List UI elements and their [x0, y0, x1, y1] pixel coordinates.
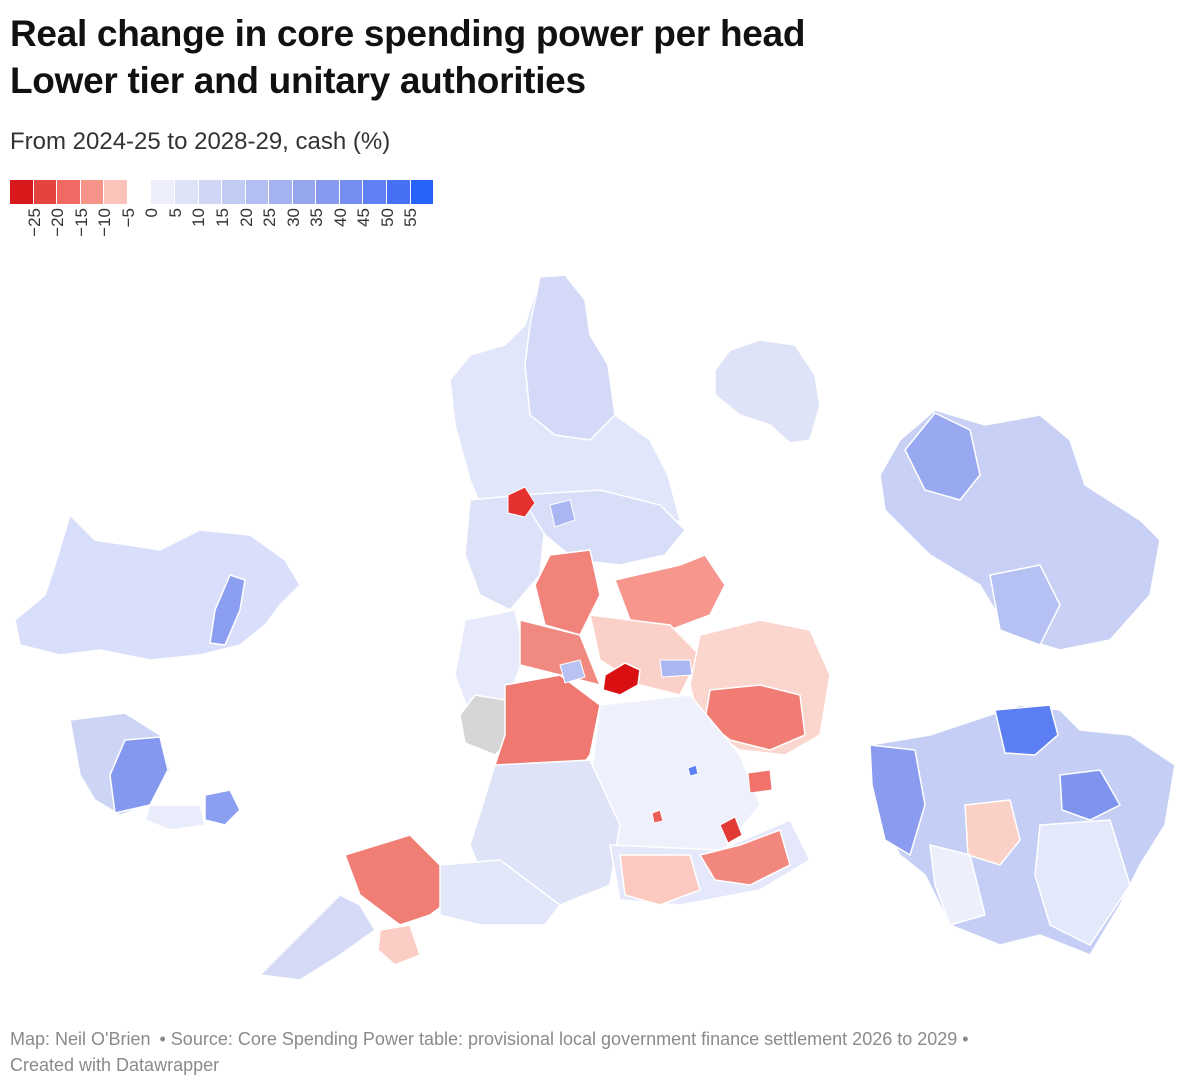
inset-london-west-blue [869, 744, 926, 857]
inset-west-yorkshire [14, 513, 301, 661]
created-with: Created with Datawrapper [10, 1055, 220, 1075]
inset-greater-manchester [879, 409, 1161, 651]
legend-tick-label: 15 [213, 208, 232, 227]
region-wm-red [519, 619, 602, 687]
chart-title: Real change in core spending power per h… [10, 10, 805, 104]
legend-tick-label: 50 [377, 208, 397, 227]
inset-london [869, 704, 1176, 956]
inset-wy-blue [209, 574, 246, 646]
inset-london-east-blue [1059, 769, 1122, 821]
color-legend: −25 −20 −15 −10 −5 0 5 10 15 20 25 30 35 40 45 50 55 [10, 180, 435, 260]
legend-swatch [410, 180, 435, 204]
region-leicester-darkred [602, 662, 641, 696]
legend-swatch [292, 180, 317, 204]
legend-tick-label: 35 [307, 208, 327, 227]
legend-swatch [316, 180, 340, 204]
inset-london-north-blue [994, 704, 1059, 756]
legend-swatch [57, 180, 81, 204]
england-map [258, 274, 831, 981]
district-darkred-north [507, 486, 536, 518]
inset-sy-south [144, 804, 206, 831]
legend-tick-label: 30 [283, 208, 303, 227]
district-red-south [719, 816, 743, 844]
legend-tick-label: −10 [95, 208, 115, 237]
legend-ticks: −25 −20 −15 −10 −5 0 5 10 15 20 25 30 35 40 45 50 55 [10, 204, 434, 264]
legend-swatch [245, 180, 270, 204]
legend-swatch [151, 180, 175, 204]
legend-swatch [104, 180, 128, 204]
district-blue-small [687, 764, 699, 777]
region-east-midlands-red [613, 554, 726, 631]
region-kent-red [698, 829, 791, 886]
inset-tyneside-region [714, 339, 821, 444]
legend-tick-label: 25 [260, 208, 280, 227]
legend-tick-label: 55 [401, 208, 421, 227]
inset-gm-mid [989, 564, 1061, 646]
legend-tick-label: −15 [71, 208, 91, 237]
region-midlands-red [534, 549, 601, 636]
legend-swatch [222, 180, 246, 204]
region-dorset [439, 859, 562, 926]
footer: Map: Neil O'Brien • Source: Core Spendin… [10, 1026, 1190, 1078]
inset-wy-base [14, 513, 301, 661]
legend-swatch [33, 180, 58, 204]
legend-tick-label: 0 [142, 208, 162, 218]
district-blue-north [549, 499, 576, 528]
legend-tick-label: 20 [236, 208, 256, 227]
inset-london-south-light [1034, 819, 1131, 946]
legend-swatch [339, 180, 364, 204]
region-exeter-pink [377, 924, 421, 966]
district-blue-center [659, 659, 693, 678]
legend-tick-label: 40 [330, 208, 350, 227]
legend-swatch [198, 180, 223, 204]
inset-sy-east [204, 789, 241, 826]
legend-tick-label: 45 [354, 208, 374, 227]
legend-swatch [174, 180, 199, 204]
legend-tick-label: −20 [48, 208, 68, 237]
inset-tyneside [714, 339, 821, 444]
district-blue-mid [559, 659, 586, 684]
title-line-2: Lower tier and unitary authorities [10, 60, 586, 101]
inset-gm-blue [904, 412, 981, 501]
legend-swatch [80, 180, 105, 204]
legend-swatch [10, 180, 34, 204]
district-red-east [747, 769, 773, 794]
source-text: • Source: Core Spending Power table: pro… [159, 1029, 969, 1049]
inset-south-yorkshire [69, 712, 241, 831]
region-northeast [524, 274, 616, 441]
choropleth-map [14, 274, 1176, 981]
map-credit: Map: Neil O'Brien [10, 1029, 151, 1049]
legend-swatch [269, 180, 293, 204]
legend-tick-label: −25 [24, 208, 44, 237]
legend-tick-label: 5 [165, 208, 185, 218]
legend-swatch [127, 180, 152, 204]
chart-subtitle: From 2024-25 to 2028-29, cash (%) [10, 128, 391, 155]
legend-tick-label: 10 [189, 208, 209, 227]
title-line-1: Real change in core spending power per h… [10, 13, 806, 54]
inset-london-central-pink [964, 799, 1021, 866]
region-sussex-pink [619, 854, 701, 906]
legend-swatch [363, 180, 387, 204]
legend-swatches [10, 180, 435, 204]
inset-london-sw-light [929, 844, 986, 926]
district-red-small [651, 809, 664, 824]
legend-swatch [387, 180, 411, 204]
legend-tick-label: −5 [118, 208, 138, 228]
region-cornwall [258, 894, 376, 981]
